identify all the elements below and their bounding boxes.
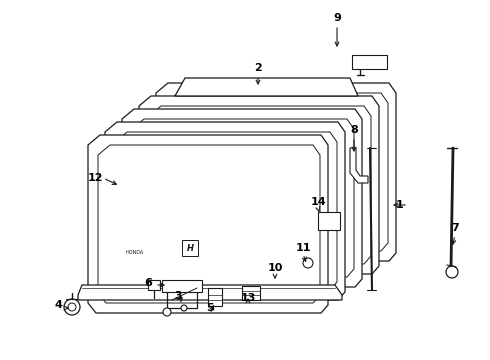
- Text: 11: 11: [295, 243, 311, 253]
- Circle shape: [303, 258, 313, 268]
- Circle shape: [181, 305, 187, 311]
- Bar: [208, 288, 222, 306]
- Text: 6: 6: [144, 278, 152, 288]
- Circle shape: [64, 299, 80, 315]
- Text: 9: 9: [333, 13, 341, 23]
- Polygon shape: [139, 96, 379, 274]
- Text: H: H: [187, 243, 194, 252]
- Text: 8: 8: [350, 125, 358, 135]
- Polygon shape: [78, 285, 342, 300]
- Bar: [242, 286, 260, 300]
- Text: 12: 12: [87, 173, 103, 183]
- Bar: [148, 280, 160, 290]
- Bar: [352, 55, 387, 69]
- Polygon shape: [350, 148, 368, 183]
- Polygon shape: [88, 135, 328, 313]
- Text: 4: 4: [54, 300, 62, 310]
- Circle shape: [163, 308, 171, 316]
- Bar: [162, 280, 202, 292]
- Text: 3: 3: [174, 291, 182, 301]
- Text: 13: 13: [240, 293, 256, 303]
- Text: 10: 10: [268, 263, 283, 273]
- Polygon shape: [122, 109, 362, 287]
- Bar: [318, 212, 340, 230]
- Circle shape: [446, 266, 458, 278]
- Text: 14: 14: [310, 197, 326, 207]
- Text: 7: 7: [451, 223, 459, 233]
- Text: 2: 2: [254, 63, 262, 73]
- Polygon shape: [175, 78, 358, 96]
- Bar: [182, 240, 198, 256]
- Polygon shape: [105, 122, 345, 300]
- Circle shape: [68, 303, 76, 311]
- Text: 5: 5: [206, 303, 214, 313]
- Polygon shape: [156, 83, 396, 261]
- Text: HONDA: HONDA: [126, 249, 144, 255]
- Text: 1: 1: [396, 200, 404, 210]
